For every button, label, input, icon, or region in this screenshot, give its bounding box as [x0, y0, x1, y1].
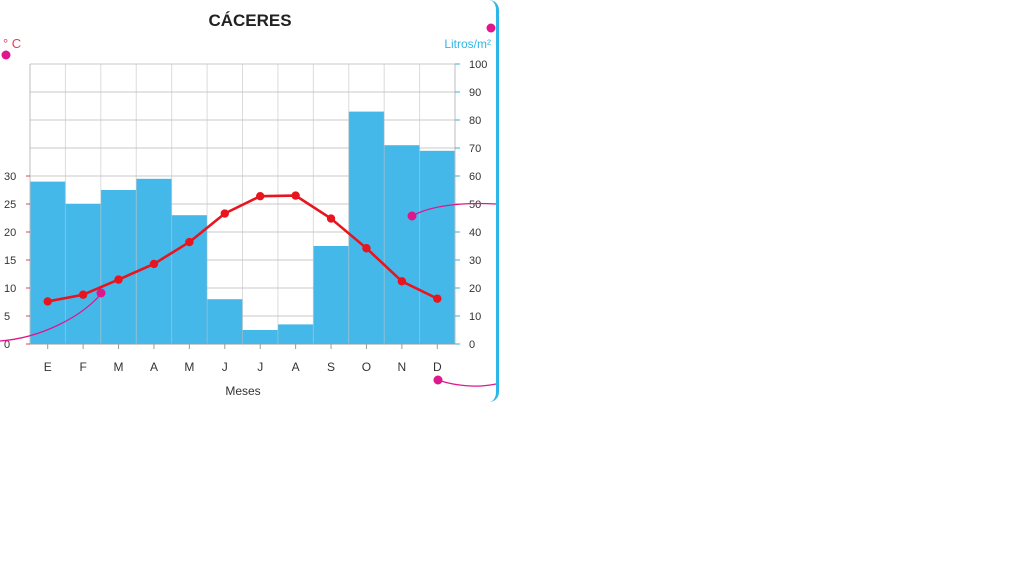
temperature-point-5: [220, 209, 229, 218]
connector-dot-right: [407, 211, 417, 221]
temperature-point-4: [185, 237, 194, 247]
connector-dot-left: [96, 288, 106, 298]
bar-0: [30, 181, 66, 344]
left-tick-label: 10: [4, 283, 16, 295]
right-tick-label: 70: [469, 143, 481, 155]
temperature-line: [43, 191, 442, 306]
left-tick-label: 25: [4, 199, 16, 211]
connector-curve-left: [0, 293, 102, 342]
x-tick-label: A: [292, 360, 300, 374]
x-tick-label: J: [257, 360, 263, 374]
connector-curve-bottom: [437, 379, 496, 387]
right-tick-label: 0: [469, 339, 475, 351]
right-tick-label: 50: [469, 199, 481, 211]
right-tick-label: 80: [469, 115, 481, 127]
x-axis-label: Meses: [225, 384, 260, 398]
right-axis-unit: Litros/m²: [444, 37, 491, 51]
temperature-point-3: [149, 259, 159, 269]
x-tick-label: A: [150, 360, 158, 374]
x-tick-label: E: [44, 360, 52, 374]
pin-marker-left: [1, 50, 11, 60]
temperature-point-1: [78, 290, 88, 299]
right-tick-label: 10: [469, 311, 481, 323]
right-tick-label: 100: [469, 59, 487, 71]
connector-curve-right: [411, 202, 496, 217]
bar-1: [65, 204, 101, 344]
x-tick-label: S: [327, 360, 335, 374]
bar-6: [242, 330, 278, 344]
left-tick-label: 15: [4, 255, 16, 267]
bar-11: [419, 150, 455, 344]
temperature-point-9: [362, 244, 371, 253]
bar-8: [313, 246, 349, 344]
temperature-polyline: [47, 194, 438, 303]
left-tick-label: 20: [4, 227, 16, 239]
left-axis-unit: ° C: [3, 36, 21, 51]
right-tick-label: 30: [469, 255, 481, 267]
x-tick-label: N: [398, 360, 407, 374]
x-tick-label: M: [184, 360, 194, 374]
temperature-point-7: [291, 191, 300, 200]
bar-9: [348, 111, 385, 344]
left-tick-label: 0: [4, 339, 10, 351]
x-tick-label: M: [114, 360, 124, 374]
bar-2: [100, 190, 137, 344]
temperature-point-8: [326, 214, 336, 223]
connector-dot-bottom: [433, 375, 443, 385]
bar-4: [171, 215, 208, 344]
temperature-point-0: [43, 297, 52, 306]
right-tick-label: 90: [469, 87, 481, 99]
bar-10: [384, 145, 420, 344]
pin-marker-right: [486, 23, 496, 33]
left-tick-label: 5: [4, 311, 10, 323]
x-tick-label: O: [362, 360, 371, 374]
climate-chart: CÁCERES ° C Litros/m² 0 5 10 15 20 25 30 0 10 20 3…: [0, 11, 496, 398]
precipitation-bars: [30, 111, 455, 344]
right-tick-label: 60: [469, 171, 481, 183]
right-tick-label: 40: [469, 227, 481, 239]
temperature-point-2: [114, 275, 123, 284]
right-tick-label: 20: [469, 283, 481, 295]
axis-ticks: 0 5 10 15 20 25 30 0 10 20 30 40 50 60 70 80 90 100 E F M A M J…: [4, 59, 487, 374]
x-tick-label: F: [79, 360, 86, 374]
temperature-point-11: [433, 294, 442, 303]
chart-card: CÁCERES ° C Litros/m² 0 5 10 15 20 25 30 0 10 20 3…: [0, 0, 499, 402]
decorations: [0, 23, 496, 387]
bar-5: [207, 299, 243, 344]
left-tick-label: 30: [4, 171, 16, 183]
chart-title: CÁCERES: [208, 11, 291, 30]
temperature-point-10: [397, 277, 407, 286]
x-tick-label: J: [222, 360, 228, 374]
x-tick-label: D: [433, 360, 442, 374]
temperature-point-6: [256, 191, 265, 201]
bar-7: [277, 324, 314, 344]
